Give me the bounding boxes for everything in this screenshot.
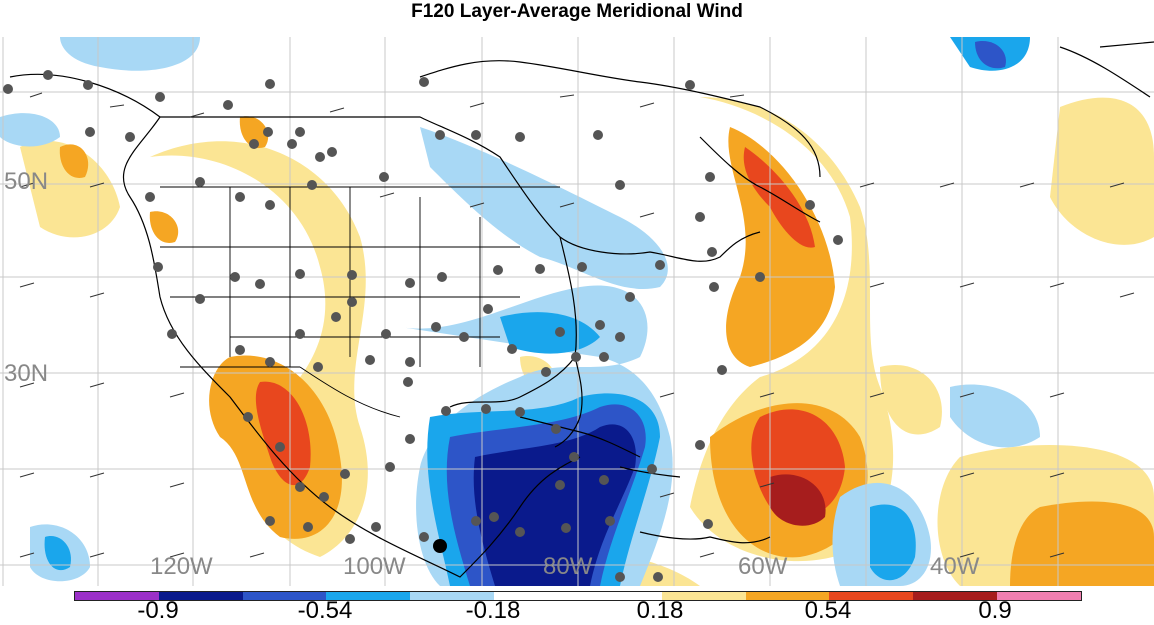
- station-markers: [3, 70, 843, 582]
- colorbar: [74, 591, 1082, 601]
- colorbar-label: -0.9: [137, 597, 179, 624]
- colorbar-swatch: [326, 592, 411, 600]
- lon-label-80w: 80W: [543, 553, 593, 580]
- map-canvas: [0, 37, 1154, 586]
- coastlines: [9, 41, 1154, 578]
- lat-label-50n: 50N: [4, 168, 49, 195]
- colorbar-swatch: [242, 592, 327, 600]
- colorbar-swatch: [829, 592, 914, 600]
- colorbar-swatch: [158, 592, 243, 600]
- colorbar-swatch: [913, 592, 998, 600]
- highlighted-station-marker: [433, 539, 447, 553]
- wind-barbs: [19, 92, 1135, 558]
- colorbar-label: 0.9: [978, 597, 1012, 624]
- lon-label-60w: 60W: [738, 553, 788, 580]
- lat-lon-grid: [0, 37, 1154, 586]
- map-title: F120 Layer-Average Meridional Wind: [411, 1, 743, 22]
- colorbar-swatch: [661, 592, 746, 600]
- colorbar-label: 0.18: [636, 597, 684, 624]
- colorbar-label: 0.54: [804, 597, 852, 624]
- lat-label-30n: 30N: [4, 360, 49, 387]
- lon-label-120w: 120W: [150, 553, 213, 580]
- colorbar-swatch: [75, 592, 159, 600]
- meridional-wind-map: [0, 37, 1154, 586]
- wind-anomaly-fill: [0, 37, 1154, 586]
- colorbar-label: -0.18: [465, 597, 521, 624]
- colorbar-swatch: [997, 592, 1081, 600]
- colorbar-swatch: [494, 592, 578, 600]
- colorbar-swatch: [410, 592, 495, 600]
- lon-label-100w: 100W: [343, 553, 406, 580]
- colorbar-swatch: [577, 592, 662, 600]
- lon-label-40w: 40W: [930, 553, 980, 580]
- colorbar-swatch: [745, 592, 830, 600]
- colorbar-label: -0.54: [297, 597, 353, 624]
